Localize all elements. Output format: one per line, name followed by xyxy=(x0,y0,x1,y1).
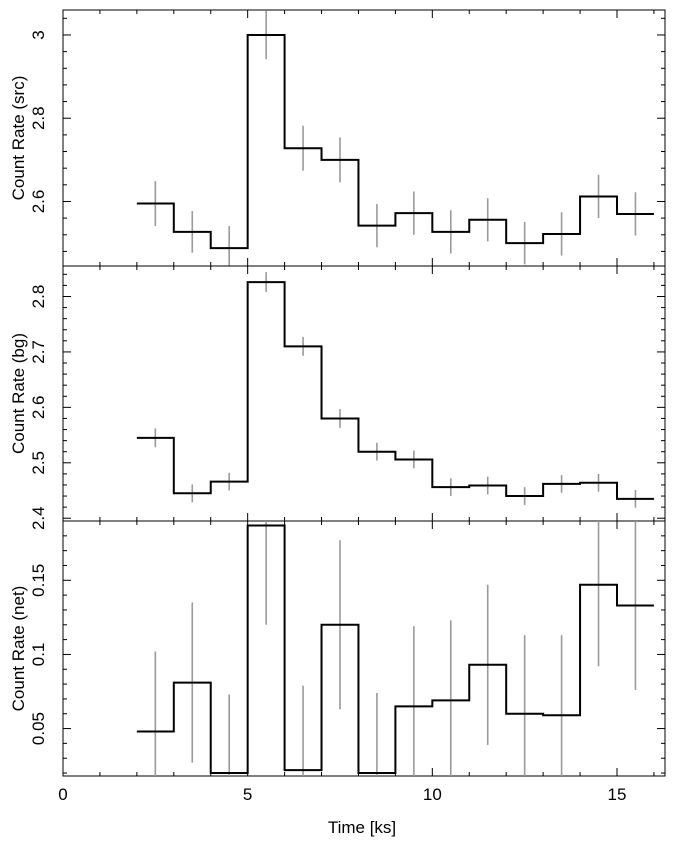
plot-frame xyxy=(62,520,666,777)
step-line xyxy=(136,281,654,500)
y-tick-label: 0.15 xyxy=(29,564,48,597)
y-tick-label: 2.7 xyxy=(29,340,48,364)
step-line xyxy=(136,33,654,250)
y-tick-label: 2.5 xyxy=(29,451,48,475)
panel-bg: 2.4 2.5 2.6 2.7 2.8 Count Rate (bg) xyxy=(9,265,666,530)
series-group xyxy=(136,10,654,266)
x-tick-label: 10 xyxy=(423,785,442,804)
y-tick-label: 0.05 xyxy=(29,712,48,745)
y-tick-label: 2.8 xyxy=(29,106,48,130)
y-tick-label: 2.6 xyxy=(29,396,48,420)
y-tick-label: 0.1 xyxy=(29,643,48,667)
step-line xyxy=(136,524,654,775)
series-group xyxy=(136,272,654,508)
y-axis-title: Count Rate (net) xyxy=(9,586,28,712)
y-tick-label: 3 xyxy=(29,30,48,39)
y-tick-label: 2.8 xyxy=(29,285,48,309)
x-tick-label: 15 xyxy=(608,785,627,804)
y-axis-title: Count Rate (bg) xyxy=(9,333,28,454)
series-group xyxy=(136,521,654,776)
plot-frame xyxy=(62,9,666,267)
x-tick-labels: 0 5 10 15 xyxy=(58,785,626,804)
panel-src: 2.6 2.8 3 Count Rate (src) xyxy=(9,9,666,267)
x-tick-label: 5 xyxy=(243,785,252,804)
y-tick-label: 2.6 xyxy=(29,190,48,214)
plot-frame xyxy=(62,265,666,522)
x-axis-title: Time [ks] xyxy=(328,818,396,837)
y-tick-label: 2.4 xyxy=(29,506,48,530)
x-tick-label: 0 xyxy=(58,785,67,804)
y-axis-title: Count Rate (src) xyxy=(9,76,28,201)
